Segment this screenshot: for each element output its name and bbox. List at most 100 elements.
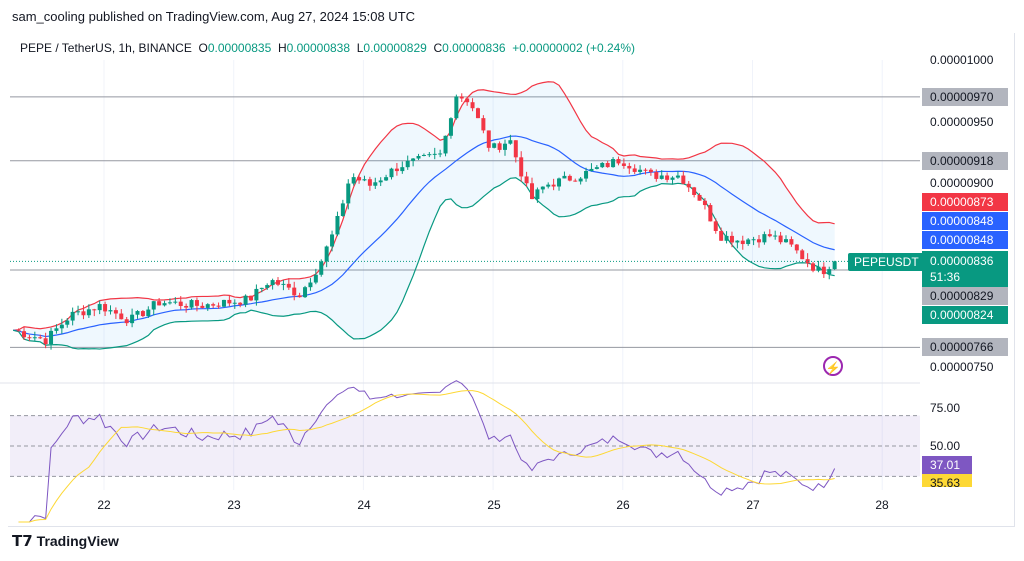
candle-body: [276, 280, 281, 285]
candle-body: [324, 246, 329, 262]
bb-basis-label: 0.00000848: [922, 212, 1008, 230]
x-tick: 26: [616, 498, 630, 512]
high-label: H: [277, 41, 287, 55]
candle-body: [443, 135, 448, 154]
candle-body: [805, 259, 810, 264]
candle-body: [394, 168, 399, 172]
candle-body: [508, 140, 513, 144]
candle-body: [486, 130, 491, 148]
candle-body: [227, 299, 232, 304]
rsi-tick: 50.00: [930, 439, 961, 453]
candle-body: [65, 320, 70, 325]
candle-body: [454, 96, 459, 119]
candle-body: [719, 230, 724, 241]
candle-body: [778, 235, 783, 243]
candle-body: [784, 239, 789, 243]
rsi-value-label: 37.01: [922, 456, 972, 474]
close-label: C: [433, 41, 443, 55]
candle-body: [151, 301, 156, 310]
candle-body: [135, 311, 140, 315]
candle-body: [238, 302, 243, 305]
candle-body: [686, 183, 691, 188]
rsi-ma-line: [18, 390, 835, 523]
candle-body: [427, 154, 432, 156]
candle-body: [816, 266, 821, 271]
candle-body: [76, 311, 81, 313]
candle-body: [600, 162, 605, 168]
candle-body: [789, 239, 794, 245]
candle-body: [692, 187, 697, 195]
candle-body: [157, 301, 162, 306]
candle-body: [378, 180, 383, 183]
candle-body: [540, 186, 545, 190]
candle-body: [70, 311, 75, 321]
rsi-line: [18, 380, 836, 523]
candle-body: [724, 235, 729, 241]
candle-body: [481, 118, 486, 131]
candle-body: [108, 310, 113, 312]
candle-body: [367, 179, 372, 186]
hline-label: 0.00000918: [922, 152, 1008, 170]
candle-body: [708, 205, 713, 222]
candle-body: [567, 175, 572, 181]
candle-body: [140, 311, 145, 317]
candle-body: [492, 143, 497, 148]
candle-body: [248, 295, 253, 301]
candle-body: [551, 184, 556, 187]
candle-body: [59, 324, 64, 329]
tradingview-logo[interactable]: 𝗧𝟳 TradingView: [12, 532, 119, 550]
candle-body: [22, 331, 27, 338]
candle-body: [335, 215, 340, 235]
x-tick: 28: [875, 498, 889, 512]
bb-upper-line: [13, 81, 835, 331]
candle-body: [832, 261, 837, 270]
candle-body: [54, 328, 59, 331]
candle-body: [92, 309, 97, 311]
candle-body: [232, 302, 237, 304]
tv-logo-icon: 𝗧𝟳: [12, 533, 33, 550]
bb-lower-line: [13, 177, 835, 350]
bb-upper-label: 0.00000873: [922, 193, 1008, 211]
x-tick: 27: [746, 498, 760, 512]
close-value: 0.00000836: [442, 41, 506, 55]
change-value: +0.00000002 (+0.24%): [512, 41, 635, 55]
hline-label: 0.00000970: [922, 88, 1008, 106]
candle-body: [670, 177, 675, 180]
lightning-icon[interactable]: ⚡: [823, 356, 843, 376]
candle-body: [16, 330, 21, 332]
candle-body: [178, 301, 183, 306]
candle-body: [438, 153, 443, 155]
candle-body: [459, 96, 464, 99]
candle-body: [357, 177, 362, 181]
price-tick: 0.00000750: [930, 360, 994, 374]
candle-body: [319, 261, 324, 275]
x-tick: 24: [357, 498, 371, 512]
candle-body: [286, 283, 291, 288]
candle-body: [681, 175, 686, 184]
x-tick: 25: [487, 498, 501, 512]
rsi-ma-label: 35.63: [922, 474, 972, 487]
last-price-label: 0.00000836 51:36: [922, 251, 1008, 287]
candle-body: [497, 143, 502, 150]
candle-body: [621, 163, 626, 166]
candle-body: [184, 305, 189, 308]
price-tick: 0.00000900: [930, 176, 994, 190]
candle-body: [519, 157, 524, 177]
candle-body: [86, 309, 91, 316]
symbol-tag: PEPEUSDT: [848, 253, 925, 271]
bb-basis-line: [13, 135, 835, 338]
candle-body: [465, 98, 470, 103]
candle-body: [400, 167, 405, 172]
candle-body: [330, 234, 335, 247]
candle-body: [648, 169, 653, 173]
price-tick: 0.00000950: [930, 115, 994, 129]
candle-body: [524, 176, 529, 184]
symbol-name[interactable]: PEPE / TetherUS, 1h, BINANCE: [20, 41, 192, 55]
candle-body: [767, 234, 772, 237]
candle-body: [113, 310, 118, 314]
candle-body: [675, 175, 680, 178]
candle-body: [605, 162, 610, 168]
bb-lower-label: 0.00000824: [922, 306, 1008, 324]
candle-body: [384, 177, 389, 181]
